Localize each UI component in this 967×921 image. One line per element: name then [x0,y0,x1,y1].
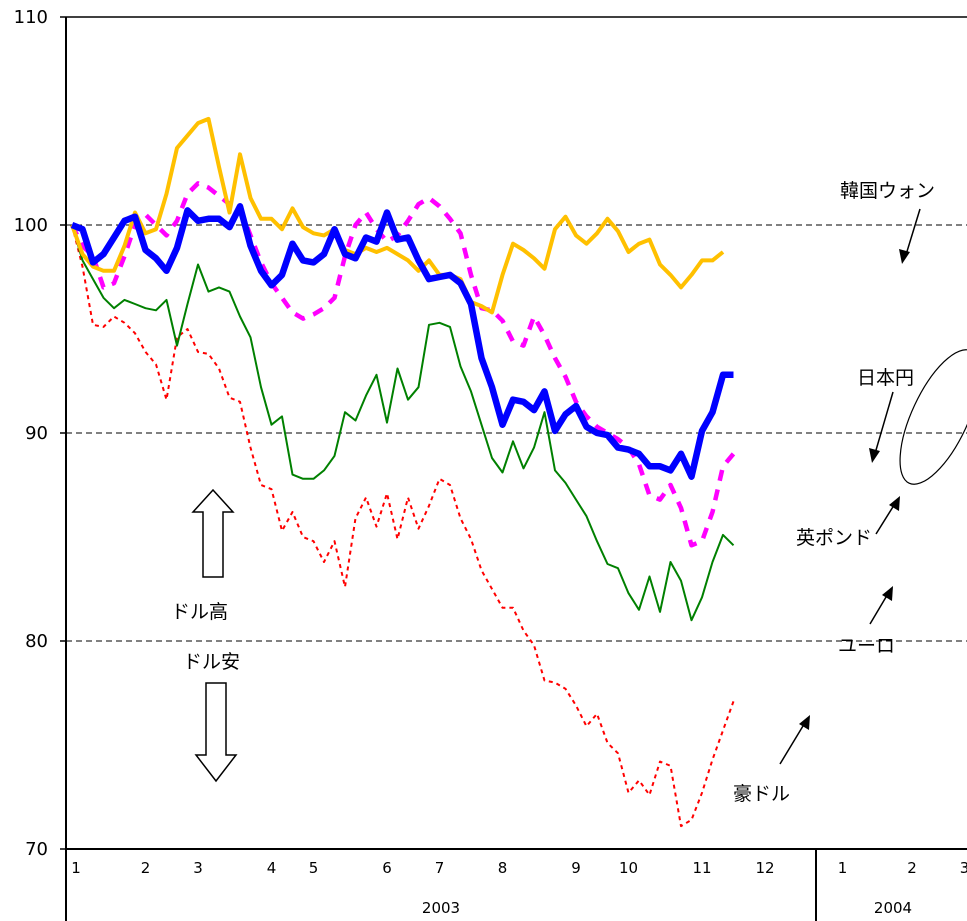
arrow-euro [869,591,890,625]
x-tick-label: 5 [309,859,319,877]
x-tick-label: 9 [571,859,581,877]
year-label-2003: 2003 [422,899,460,917]
x-tick-label: 10 [619,859,638,877]
series-line-ユーロ [71,224,735,622]
arrowhead-yen [869,448,880,463]
arrow-won [904,208,921,259]
arrow-pound [875,501,897,535]
series-line-豪ドル [71,224,735,828]
arrowhead-won [899,249,910,264]
label-aud: 豪ドル [733,783,790,805]
x-tick-label: 3 [193,859,203,877]
x-tick-label: 8 [498,859,508,877]
series-line-韓国ウォン [70,116,725,315]
x-tick-label: 7 [435,859,445,877]
yen-highlight-ellipse [899,349,967,485]
x-tick-label: 4 [267,859,277,877]
label-won: 韓国ウォン [840,180,935,202]
label-dollar-down: ドル安 [183,651,240,673]
label-euro: ユーロ [838,635,895,657]
x-tick-label: 1 [838,859,848,877]
y-tick-label: 100 [14,215,48,236]
arrow-aud [779,720,807,765]
x-tick-label: 6 [382,859,392,877]
y-tick-label: 90 [25,423,48,444]
x-tick-label: 1 [71,859,81,877]
dollar-down-arrow-icon [194,682,238,783]
y-tick-label: 110 [14,7,48,28]
reference-lines [66,224,967,642]
year-label-2004: 2004 [874,899,912,917]
x-axis-month-labels: 1 2 3 4 5 6 7 8 9 10 11 12 1 2 3 [71,859,967,877]
y-tick-label: 80 [25,631,48,652]
dollar-up-arrow-icon [191,488,235,578]
arrowhead-pound [889,496,900,511]
x-tick-label: 12 [755,859,774,877]
label-yen: 日本円 [857,367,914,389]
series-line-英ポンド [69,181,736,548]
x-tick-label: 2 [141,859,151,877]
series-line-日本円 [70,203,734,480]
x-tick-label: 2 [907,859,917,877]
y-axis: 110 100 90 80 70 [14,7,66,860]
series-lines [69,116,736,828]
label-dollar-up: ドル高 [171,601,228,623]
x-tick-label: 3 [960,859,967,877]
arrowhead-aud [799,715,810,730]
y-tick-label: 70 [25,839,48,860]
x-tick-label: 11 [692,859,711,877]
label-pound: 英ポンド [796,527,872,549]
arrow-yen [873,391,894,458]
arrowhead-euro [882,586,893,601]
